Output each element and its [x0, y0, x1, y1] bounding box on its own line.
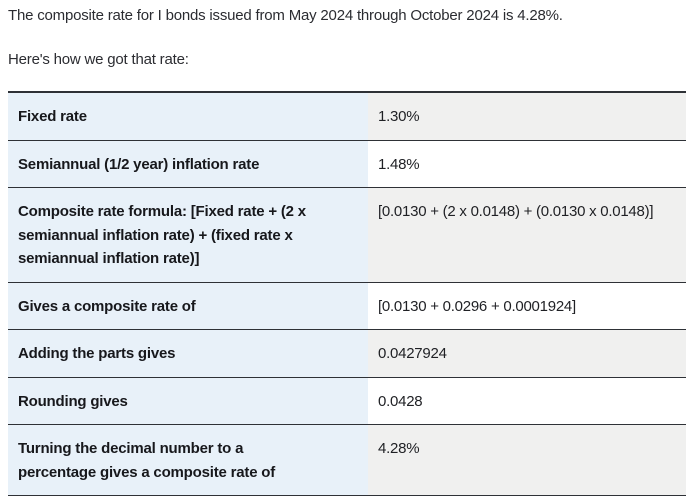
row-label-cell: Fixed rate — [8, 93, 368, 140]
row-value-cell: 1.30% — [368, 93, 686, 140]
row-label-cell: Gives a composite rate of — [8, 282, 368, 329]
table-row: Turning the decimal number to a percenta… — [8, 425, 686, 496]
row-label-cell: Rounding gives — [8, 377, 368, 424]
row-label-cell: Semiannual (1/2 year) inflation rate — [8, 140, 368, 187]
row-label-cell: Composite rate formula: [Fixed rate + (2… — [8, 188, 368, 282]
intro-paragraph-how-we-got-rate: Here's how we got that rate: — [8, 51, 189, 68]
table-row: Adding the parts gives 0.0427924 — [8, 330, 686, 378]
table-row: Fixed rate 1.30% — [8, 93, 686, 141]
row-value-cell: 1.48% — [368, 140, 686, 187]
row-value-cell: 0.0428 — [368, 377, 686, 424]
row-label-cell: Adding the parts gives — [8, 330, 368, 377]
row-value-cell: [0.0130 + (2 x 0.0148) + (0.0130 x 0.014… — [368, 188, 686, 282]
table-row: Gives a composite rate of [0.0130 + 0.02… — [8, 282, 686, 330]
intro-section: The composite rate for I bonds issued fr… — [0, 0, 686, 71]
row-value-cell: 4.28% — [368, 425, 686, 495]
row-value-cell: 0.0427924 — [368, 330, 686, 377]
intro-paragraph-composite-rate: The composite rate for I bonds issued fr… — [8, 7, 563, 24]
table-row: Semiannual (1/2 year) inflation rate 1.4… — [8, 140, 686, 188]
composite-rate-table: Fixed rate 1.30% Semiannual (1/2 year) i… — [8, 91, 686, 496]
table-row: Composite rate formula: [Fixed rate + (2… — [8, 188, 686, 283]
row-label-cell: Turning the decimal number to a percenta… — [8, 425, 368, 495]
table-row: Rounding gives 0.0428 — [8, 377, 686, 425]
row-value-cell: [0.0130 + 0.0296 + 0.0001924] — [368, 282, 686, 329]
